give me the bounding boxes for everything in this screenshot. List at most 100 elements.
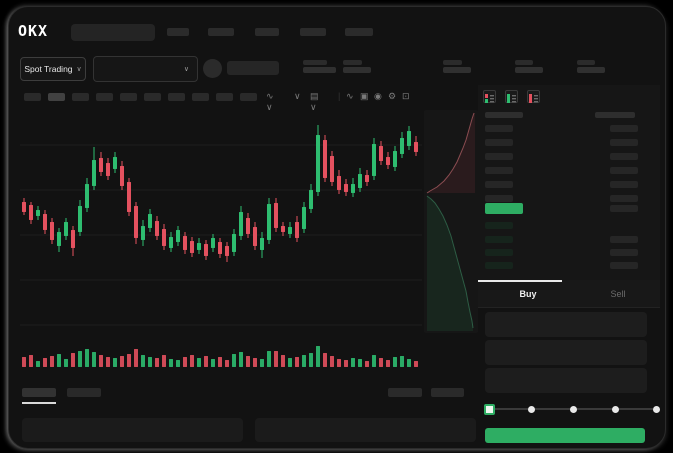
orders-tab[interactable]: [67, 388, 101, 397]
candle-body: [407, 131, 411, 146]
last-amount-placeholder: [610, 205, 638, 212]
ask-amount-placeholder[interactable]: [610, 167, 638, 174]
candle-body: [197, 243, 201, 250]
bid-amount-placeholder[interactable]: [610, 249, 638, 256]
volume-bar: [204, 356, 208, 367]
orders-filter-placeholder[interactable]: [388, 388, 422, 397]
candle-body: [57, 232, 61, 246]
timeframe-button[interactable]: [216, 93, 233, 101]
ask-price-placeholder[interactable]: [485, 195, 513, 202]
slider-tick[interactable]: [528, 406, 535, 413]
indicators-icon[interactable]: ∿: [346, 91, 354, 101]
nav-item-placeholder[interactable]: [345, 28, 373, 36]
book-split-view-icon[interactable]: [483, 90, 496, 103]
nav-item-placeholder[interactable]: [208, 28, 234, 36]
market-type-dropdown[interactable]: Spot Trading ∨: [20, 57, 86, 81]
slider-tick[interactable]: [570, 406, 577, 413]
candle-body: [36, 210, 40, 216]
pair-name-placeholder: [227, 61, 279, 75]
okx-logo[interactable]: OKX: [18, 22, 49, 40]
orders-empty-panel: [22, 418, 243, 442]
candle-body: [218, 242, 222, 254]
overlay-icon[interactable]: ▤ ∨: [310, 91, 319, 112]
timeframe-button[interactable]: [96, 93, 113, 101]
ask-price-placeholder[interactable]: [485, 153, 513, 160]
candle-body: [71, 230, 75, 248]
price-input[interactable]: [485, 312, 647, 337]
depth-chart-panel[interactable]: [424, 110, 478, 333]
tab-buy[interactable]: Buy: [519, 289, 537, 299]
bid-price-placeholder[interactable]: [485, 222, 513, 229]
ask-price-placeholder[interactable]: [485, 181, 513, 188]
ask-price-placeholder[interactable]: [485, 125, 513, 132]
candle-body: [386, 157, 390, 165]
candle-body: [85, 184, 89, 208]
volume-bar: [64, 359, 68, 367]
volume-bar: [246, 356, 250, 367]
volume-bar: [267, 351, 271, 367]
timeframe-button[interactable]: [120, 93, 137, 101]
candle-style-icon[interactable]: ∨: [294, 91, 301, 101]
timeframe-button[interactable]: [144, 93, 161, 101]
trade-tab-bar: Buy Sell: [478, 280, 660, 308]
search-input[interactable]: [71, 24, 155, 41]
compare-icon[interactable]: ▣: [360, 91, 369, 101]
timeframe-button[interactable]: [72, 93, 89, 101]
candle-body: [267, 204, 271, 240]
bid-amount-placeholder[interactable]: [610, 236, 638, 243]
volume-bar: [22, 357, 26, 367]
orders-filter-placeholder[interactable]: [431, 388, 464, 397]
volume-bar: [43, 358, 47, 367]
nav-item-placeholder[interactable]: [167, 28, 189, 36]
volume-bar: [57, 354, 61, 367]
volume-bar: [155, 358, 159, 367]
volume-bar: [169, 359, 173, 367]
line-tools-icon[interactable]: ∿ ∨: [266, 91, 274, 112]
volume-bar: [309, 353, 313, 367]
candle-body: [323, 140, 327, 178]
bid-price-placeholder[interactable]: [485, 249, 513, 256]
volume-bar: [323, 353, 327, 367]
ask-amount-placeholder[interactable]: [610, 125, 638, 132]
buy-button[interactable]: [485, 428, 645, 443]
timeframe-button[interactable]: [192, 93, 209, 101]
timeframe-button[interactable]: [168, 93, 185, 101]
candle-body: [99, 158, 103, 172]
bid-price-placeholder[interactable]: [485, 236, 513, 243]
candle-body: [288, 227, 292, 234]
amount-slider-track[interactable]: [485, 408, 653, 410]
timeframe-button[interactable]: [240, 93, 257, 101]
candle-body: [22, 202, 26, 212]
ask-price-placeholder[interactable]: [485, 167, 513, 174]
volume-bar: [92, 352, 96, 367]
candle-body: [64, 222, 68, 236]
ask-amount-placeholder[interactable]: [610, 153, 638, 160]
slider-handle[interactable]: [484, 404, 495, 415]
slider-tick[interactable]: [612, 406, 619, 413]
candle-body: [316, 135, 320, 192]
snapshot-icon[interactable]: ◉: [374, 91, 382, 101]
slider-tick[interactable]: [653, 406, 660, 413]
timeframe-button[interactable]: [24, 93, 41, 101]
ask-amount-placeholder[interactable]: [610, 139, 638, 146]
bid-price-placeholder[interactable]: [485, 262, 513, 269]
tab-sell[interactable]: Sell: [610, 289, 626, 299]
volume-bar: [36, 361, 40, 367]
timeframe-button[interactable]: [48, 93, 65, 101]
settings-icon[interactable]: ⚙: [388, 91, 397, 101]
ask-amount-placeholder[interactable]: [610, 195, 638, 202]
nav-item-placeholder[interactable]: [300, 28, 326, 36]
nav-item-placeholder[interactable]: [255, 28, 279, 36]
amount-input[interactable]: [485, 340, 647, 365]
bid-amount-placeholder[interactable]: [610, 262, 638, 269]
last-price-badge[interactable]: [485, 203, 523, 214]
book-sells-view-icon[interactable]: [527, 90, 540, 103]
book-buys-view-icon[interactable]: [505, 90, 518, 103]
orders-tab-active[interactable]: [22, 388, 56, 397]
total-input[interactable]: [485, 368, 647, 393]
fullscreen-icon[interactable]: ⊡: [402, 91, 410, 101]
ask-amount-placeholder[interactable]: [610, 181, 638, 188]
pair-selector-dropdown[interactable]: ∨: [93, 56, 198, 82]
ask-price-placeholder[interactable]: [485, 139, 513, 146]
